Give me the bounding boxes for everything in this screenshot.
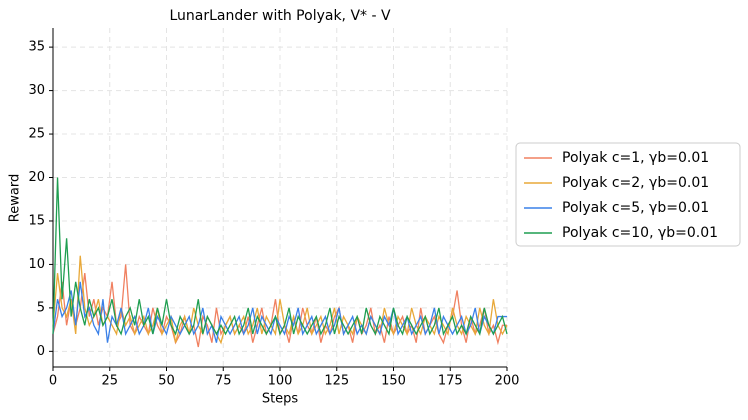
legend-label: Polyak c=2, γb=0.01 [562,175,709,191]
y-tick-label: 5 [37,300,45,315]
x-tick-label: 25 [101,374,118,389]
y-tick-label: 10 [28,257,45,272]
y-tick-label: 0 [37,344,45,359]
y-tick-label: 35 [28,40,45,55]
legend-box [515,142,741,247]
legend-label: Polyak c=1, γb=0.01 [562,150,709,166]
y-axis-label: Reward [8,174,23,222]
x-tick-label: 125 [324,374,349,389]
series-line [52,281,507,343]
x-axis-label: Steps [262,392,299,407]
legend-label: Polyak c=10, γb=0.01 [562,225,718,241]
y-tick-label: 15 [28,213,45,228]
y-tick-label: 25 [28,127,45,142]
series-line [52,177,508,336]
x-tick-label: 150 [381,374,406,389]
x-tick-label: 0 [49,374,57,389]
x-tick-label: 100 [268,374,293,389]
legend-label: Polyak c=5, γb=0.01 [562,200,709,216]
y-tick-label: 30 [28,83,45,98]
x-tick-label: 75 [215,374,232,389]
series-line [52,255,508,345]
x-tick-label: 50 [158,374,175,389]
y-tick-label: 20 [28,170,45,185]
chart-title: LunarLander with Polyak, V* - V [169,8,391,24]
x-tick-label: 175 [438,374,463,389]
x-tick-label: 200 [495,374,520,389]
